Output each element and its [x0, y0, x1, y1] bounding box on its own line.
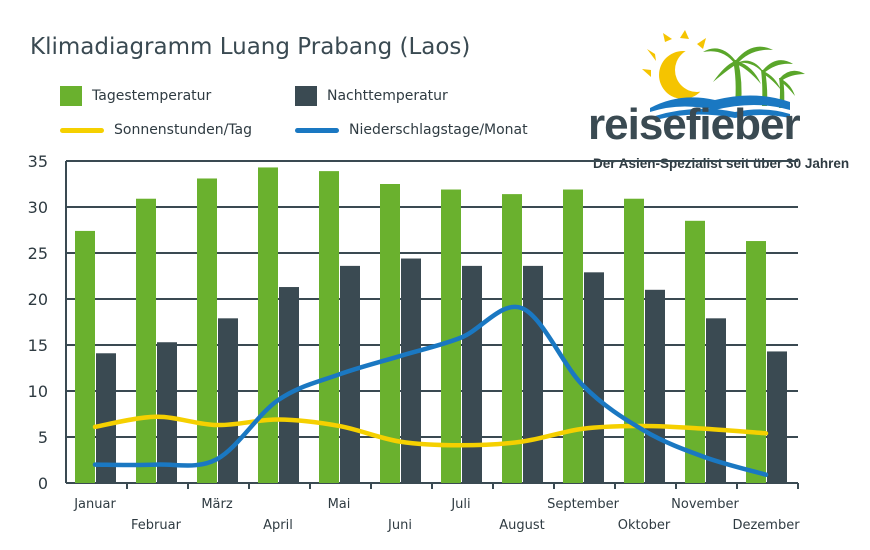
x-tick-label: Juli [450, 497, 470, 512]
bar-day-11 [746, 241, 766, 483]
y-tick-label: 25 [28, 244, 48, 263]
bar-day-2 [197, 178, 217, 484]
bar-day-3 [258, 167, 278, 483]
bar-day-9 [624, 198, 644, 483]
x-tick-label: Oktober [618, 518, 671, 533]
bar-day-1 [136, 198, 156, 483]
y-tick-label: 35 [28, 152, 48, 171]
brand-name: reisefieber [588, 100, 801, 149]
x-tick-label: April [263, 518, 293, 533]
legend-swatch-rain [295, 127, 339, 133]
bar-night-3 [279, 287, 299, 483]
legend-swatch-day [60, 86, 82, 106]
bar-day-7 [502, 194, 522, 483]
x-tick-label: September [547, 497, 620, 512]
legend-label-night: Nachttemperatur [327, 88, 448, 104]
brand-tagline: Der Asien-Spezialist seit über 30 Jahren [593, 156, 850, 171]
bar-night-5 [401, 258, 421, 483]
legend-label-day: Tagestemperatur [92, 88, 212, 104]
bar-day-5 [380, 184, 400, 483]
line-sonnenstunden [92, 414, 769, 448]
legend-item-sonnenstunden: Sonnenstunden/Tag [60, 122, 252, 138]
bar-night-11 [767, 351, 787, 483]
legend-item-tagestemperatur: Tagestemperatur [60, 86, 211, 106]
x-tick-label: Dezember [732, 518, 800, 533]
y-tick-label: 0 [38, 474, 48, 493]
bar-night-6 [462, 265, 482, 483]
legend-label-sun: Sonnenstunden/Tag [114, 122, 253, 138]
legend-item-nachttemperatur: Nachttemperatur [295, 86, 448, 106]
x-tick-label: März [201, 497, 233, 512]
x-tick-label: Januar [73, 497, 116, 512]
reisefieber-logo-icon [642, 30, 805, 120]
bar-day-4 [319, 171, 339, 483]
bar-night-1 [157, 342, 177, 483]
bar-night-8 [584, 272, 604, 483]
x-tick-label: Mai [328, 497, 351, 512]
x-tick-label: Februar [131, 518, 182, 533]
bar-night-2 [218, 318, 238, 483]
bar-day-6 [441, 189, 461, 483]
legend-label-rain: Niederschlagstage/Monat [349, 122, 528, 138]
line-niederschlagstage [92, 304, 769, 477]
y-tick-label: 5 [38, 428, 48, 447]
bar-day-10 [685, 220, 705, 484]
legend-item-niederschlag: Niederschlagstage/Monat [295, 122, 528, 138]
x-tick-label: November [671, 497, 739, 512]
bar-night-0 [96, 353, 116, 483]
y-tick-label: 20 [28, 290, 48, 309]
bar-day-8 [563, 189, 583, 483]
bar-night-10 [706, 318, 726, 483]
y-tick-label: 10 [28, 382, 48, 401]
legend-swatch-sun [60, 127, 104, 133]
x-tick-label: August [499, 518, 545, 533]
y-tick-label: 15 [28, 336, 48, 355]
chart-title: Klimadiagramm Luang Prabang (Laos) [30, 34, 471, 60]
bar-night-9 [645, 289, 665, 483]
legend-swatch-night [295, 86, 317, 106]
bar-day-0 [75, 230, 95, 483]
y-tick-label: 30 [28, 198, 48, 217]
bar-night-7 [523, 265, 543, 483]
x-tick-label: Juni [387, 518, 412, 533]
